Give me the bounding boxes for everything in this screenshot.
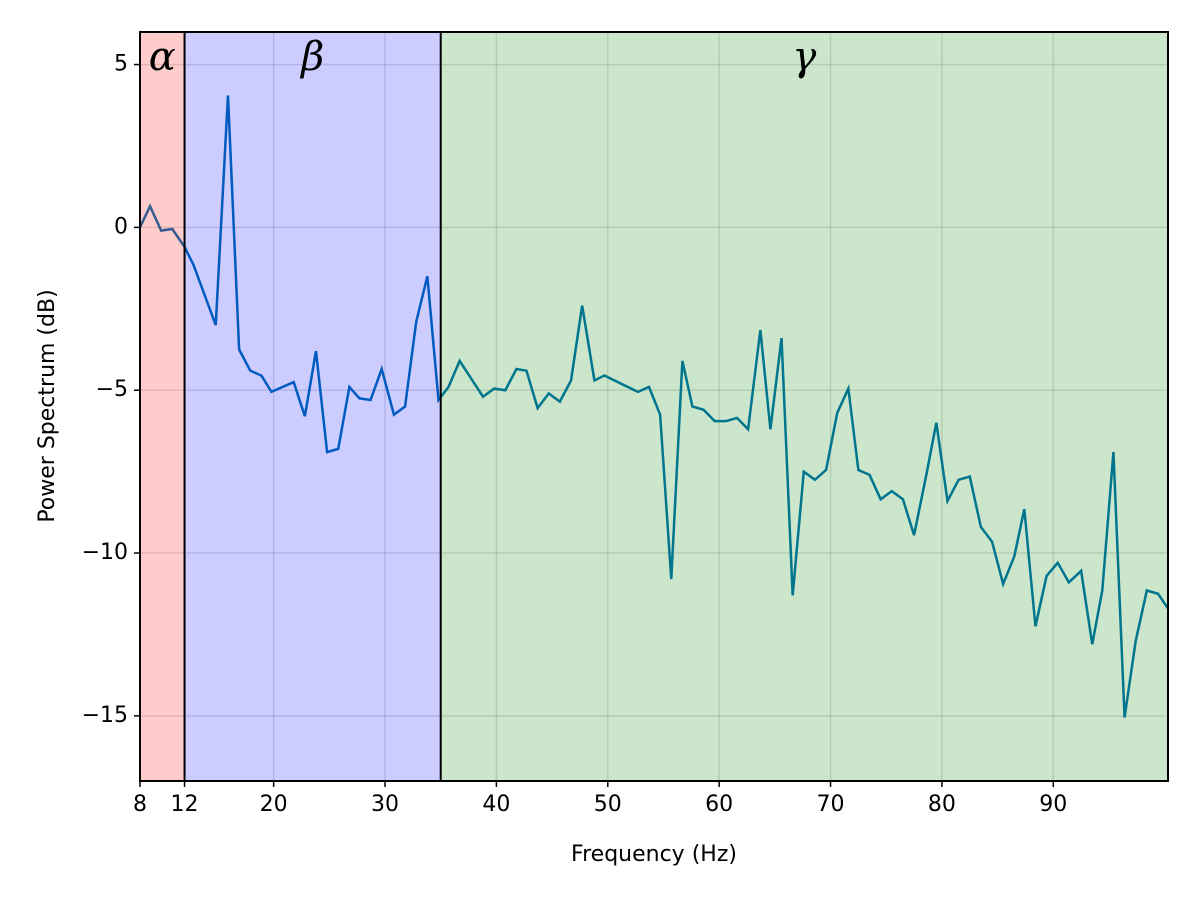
x-tick-label: 70 — [817, 792, 845, 817]
band — [440, 32, 1168, 781]
band-label: α — [149, 34, 176, 80]
y-tick-label: −15 — [82, 703, 128, 728]
x-tick-label: 30 — [371, 792, 399, 817]
x-tick-label: 12 — [171, 792, 199, 817]
x-axis-label: Frequency (Hz) — [571, 842, 737, 867]
x-tick-label: 80 — [928, 792, 956, 817]
y-tick-label: 5 — [114, 52, 128, 77]
x-tick-label: 20 — [260, 792, 288, 817]
plot-frame — [139, 31, 1169, 782]
x-tick-label: 40 — [482, 792, 510, 817]
x-tick-label: 90 — [1039, 792, 1067, 817]
x-tick-label: 50 — [594, 792, 622, 817]
band-label: β — [299, 34, 324, 80]
x-tick-label: 8 — [133, 792, 147, 817]
band-label: γ — [792, 34, 816, 80]
x-tick-label: 60 — [705, 792, 733, 817]
y-tick-label: −10 — [82, 540, 128, 565]
line — [140, 95, 1168, 718]
y-axis-label: Power Spectrum (dB) — [35, 289, 60, 522]
band — [184, 32, 441, 781]
y-tick-label: −5 — [96, 377, 128, 402]
band — [140, 32, 185, 781]
y-tick-label: 0 — [114, 214, 128, 239]
